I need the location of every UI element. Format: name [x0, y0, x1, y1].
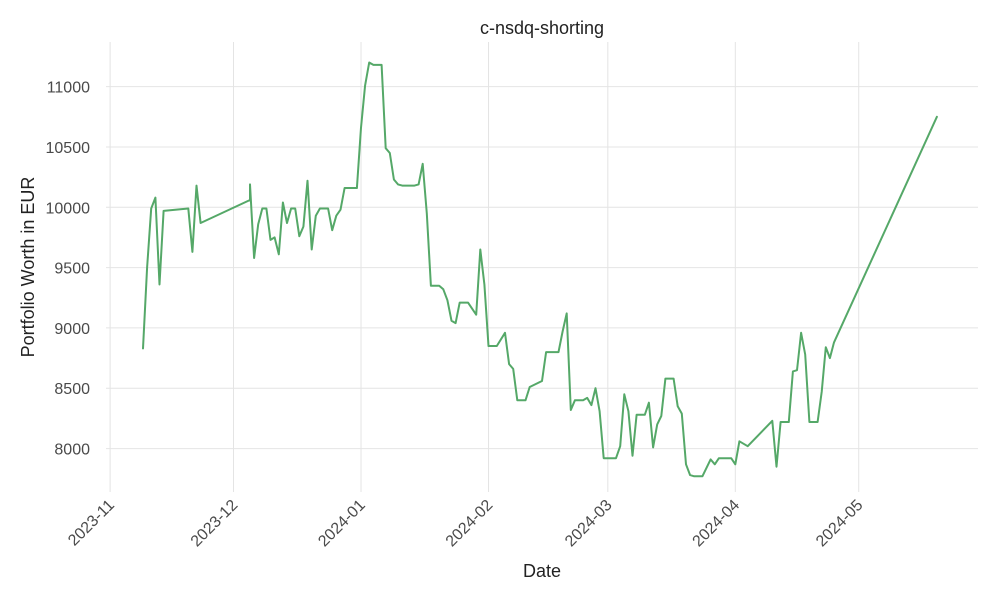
y-tick-label: 10500	[46, 140, 91, 157]
x-tick-label: 2023-11	[65, 497, 118, 550]
x-tick-label: 2024-04	[690, 497, 744, 551]
x-axis-title: Date	[523, 561, 561, 581]
x-tick-label: 2024-02	[443, 497, 497, 551]
x-tick-label: 2024-03	[562, 497, 616, 551]
x-tick-label: 2024-05	[813, 497, 867, 551]
series-layer	[142, 61, 938, 478]
y-tick-labels: 8000 8500 9000 9500 10000 10500 11000	[46, 80, 91, 459]
y-tick-label: 9000	[54, 321, 90, 338]
x-tick-label: 2023-12	[188, 497, 242, 551]
y-tick-label: 11000	[47, 80, 90, 97]
y-axis-title: Portfolio Worth in EUR	[18, 177, 38, 358]
x-tick-labels: 2023-11 2023-12 2024-01 2024-02 2024-03 2024-…	[65, 497, 866, 551]
chart-title: c-nsdq-shorting	[480, 18, 604, 38]
y-grid	[106, 86, 978, 450]
x-grid	[109, 42, 860, 492]
y-tick-label: 8500	[54, 381, 90, 398]
x-tick-label: 2024-01	[315, 497, 369, 551]
series-line	[142, 61, 938, 478]
y-tick-label: 10000	[46, 200, 91, 217]
y-tick-label: 9500	[54, 261, 90, 278]
y-tick-label: 8000	[54, 442, 90, 459]
